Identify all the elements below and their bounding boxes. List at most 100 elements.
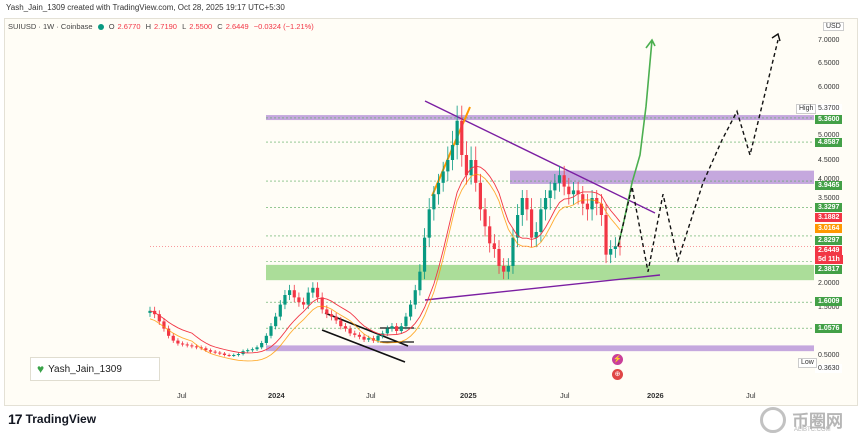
month-tick-label: Jul	[366, 391, 376, 400]
candle-body	[232, 355, 236, 356]
price-tag-green: 5.3600	[815, 115, 843, 124]
candle-body	[543, 198, 548, 210]
candle-body	[599, 203, 603, 215]
price-tag-green: 3.3297	[815, 203, 843, 212]
candle-body	[334, 316, 338, 321]
candle-body	[171, 335, 175, 341]
candle-body	[422, 237, 427, 272]
candle-body	[339, 320, 343, 327]
event-bolt-icon[interactable]: ⚡	[612, 354, 623, 365]
candle-body	[506, 266, 510, 272]
candle-body	[278, 304, 282, 317]
candle-body	[571, 190, 576, 195]
candle-body	[613, 246, 617, 249]
candle-body	[450, 145, 455, 160]
candle-body	[255, 347, 259, 350]
symbol-legend: SUIUSD · 1W · Coinbase O 2.6770 H 2.7190 L…	[8, 22, 317, 31]
candle-body	[274, 316, 278, 327]
candle-body	[208, 350, 213, 352]
high-label: H	[145, 22, 152, 31]
candle-body	[204, 348, 208, 351]
price-scale-label: 6.5000	[818, 60, 840, 68]
ascending-trendline	[424, 274, 661, 301]
candle-body	[190, 345, 194, 347]
candle-body	[246, 350, 250, 352]
descending-trendline	[424, 100, 656, 214]
candle-body	[269, 326, 273, 336]
change-value: −0.0324 (−1.21%)	[253, 22, 314, 31]
channel-upper-line	[324, 312, 409, 347]
candle-body	[357, 334, 362, 337]
candle-body	[576, 190, 580, 195]
candle-body	[404, 316, 408, 327]
price-scale-label: 3.5000	[818, 194, 840, 202]
price-tag-green: 3.9465	[815, 181, 843, 190]
price-tag-green: 2.3817	[815, 265, 843, 274]
symbol-name[interactable]: SUIUSD · 1W · Coinbase	[8, 22, 93, 31]
candle-body	[581, 194, 585, 204]
candle-body	[385, 328, 389, 334]
candle-body	[320, 297, 324, 310]
candle-body	[553, 182, 557, 191]
candle-body	[288, 290, 292, 295]
candle-body	[162, 321, 166, 329]
candle-body	[311, 287, 315, 293]
candle-body	[469, 160, 473, 176]
candle-body	[474, 160, 478, 183]
chart-frame[interactable]	[4, 18, 858, 406]
candle-body	[306, 292, 310, 305]
candle-body	[464, 155, 469, 176]
candle-body	[408, 304, 413, 317]
candle-body	[525, 198, 529, 210]
month-tick-label: Jul	[560, 391, 570, 400]
price-scale-label: 1.5000	[818, 303, 840, 311]
high-tag: High	[796, 104, 817, 114]
tradingview-logo[interactable]: 17 TradingView	[8, 411, 96, 427]
candle-body	[236, 354, 241, 356]
close-value: 2.6449	[225, 22, 249, 31]
candle-body	[227, 355, 231, 356]
candle-body	[376, 335, 380, 341]
candle-body	[516, 215, 520, 238]
candle-body	[604, 215, 608, 255]
candle-body	[399, 326, 403, 331]
candle-body	[218, 352, 222, 354]
candle-body	[534, 232, 538, 238]
candle-body	[325, 309, 329, 315]
price-scale-label: 7.0000	[818, 36, 840, 44]
price-scale-label: 5.0000	[818, 131, 840, 139]
candle-body	[395, 326, 399, 331]
close-label: C	[217, 22, 223, 31]
candle-body	[557, 175, 562, 183]
author-credit: Yash_Jain_1309 created with TradingView.…	[6, 3, 285, 12]
candle-body	[478, 182, 482, 210]
moving-average-orange	[149, 173, 621, 362]
event-earnings-icon[interactable]: ⊕	[612, 369, 623, 380]
candle-body	[264, 335, 268, 343]
candle-body	[390, 326, 394, 329]
market-status-icon	[97, 24, 104, 31]
price-tag-green: 4.8587	[815, 138, 843, 147]
candle-body	[362, 336, 366, 340]
open-label: O	[108, 22, 115, 31]
open-value: 2.6770	[117, 22, 141, 31]
candle-body	[213, 351, 217, 353]
currency-label[interactable]: USD	[823, 22, 844, 31]
candle-body	[418, 271, 422, 291]
candle-body	[455, 120, 459, 145]
candle-body	[488, 226, 492, 244]
candle-body	[292, 290, 296, 298]
candle-body	[511, 237, 515, 266]
price-tag-green: 1.0576	[815, 324, 843, 333]
candle-body	[497, 249, 501, 266]
candle-body	[441, 171, 445, 183]
heart-icon: ♥	[37, 362, 45, 376]
watermark-cn: 币圈网	[792, 412, 843, 431]
candle-body	[413, 290, 417, 305]
candle-body	[483, 209, 487, 227]
candle-body	[590, 198, 594, 210]
zone-support	[266, 264, 814, 281]
tradingview-mark-icon: 17	[8, 411, 23, 427]
price-scale-label: 4.5000	[818, 156, 840, 164]
